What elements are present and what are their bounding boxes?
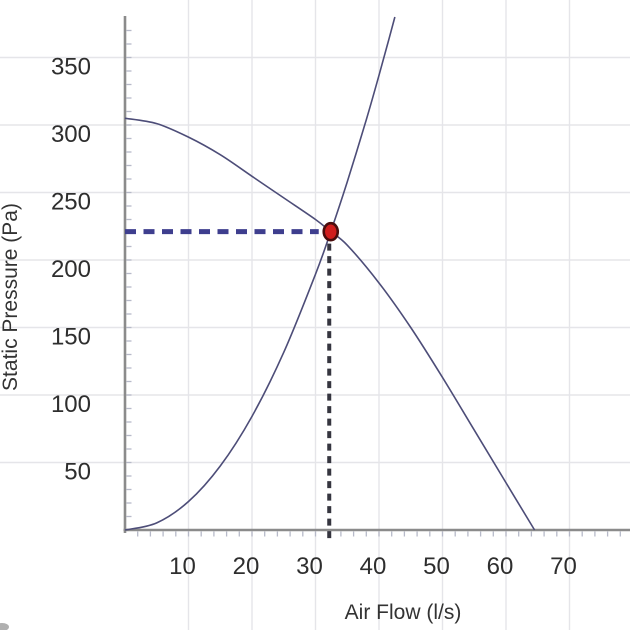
x-tick-label: 10 — [169, 553, 196, 580]
operating-point-guides — [125, 229, 332, 541]
y-tick-label: 250 — [51, 189, 91, 216]
operating-point-marker[interactable] — [322, 221, 340, 242]
y-axis-title: Static Pressure (Pa) — [0, 203, 22, 391]
y-tick-label: 50 — [64, 459, 91, 486]
x-tick-label: 50 — [423, 553, 450, 580]
tick-labels: 10 20 30 40 50 60 70 50 100 150 200 250 300 350 — [51, 54, 577, 581]
x-tick-label: 60 — [487, 553, 514, 580]
x-tick-label: 20 — [233, 553, 260, 580]
x-tick-label: 30 — [296, 553, 323, 580]
y-tick-label: 100 — [51, 391, 91, 418]
x-axis-title: Air Flow (l/s) — [345, 601, 462, 624]
axes — [123, 16, 630, 533]
x-tick-label: 40 — [360, 553, 387, 580]
system-curve — [124, 16, 396, 531]
y-tick-label: 200 — [51, 256, 91, 283]
corner-artifact — [0, 623, 9, 630]
y-tick-label: 350 — [51, 54, 91, 81]
y-tick-label: 150 — [51, 324, 91, 351]
axis-minor-ticks — [126, 29, 621, 537]
x-tick-label: 70 — [550, 553, 577, 580]
y-tick-label: 300 — [51, 121, 91, 148]
